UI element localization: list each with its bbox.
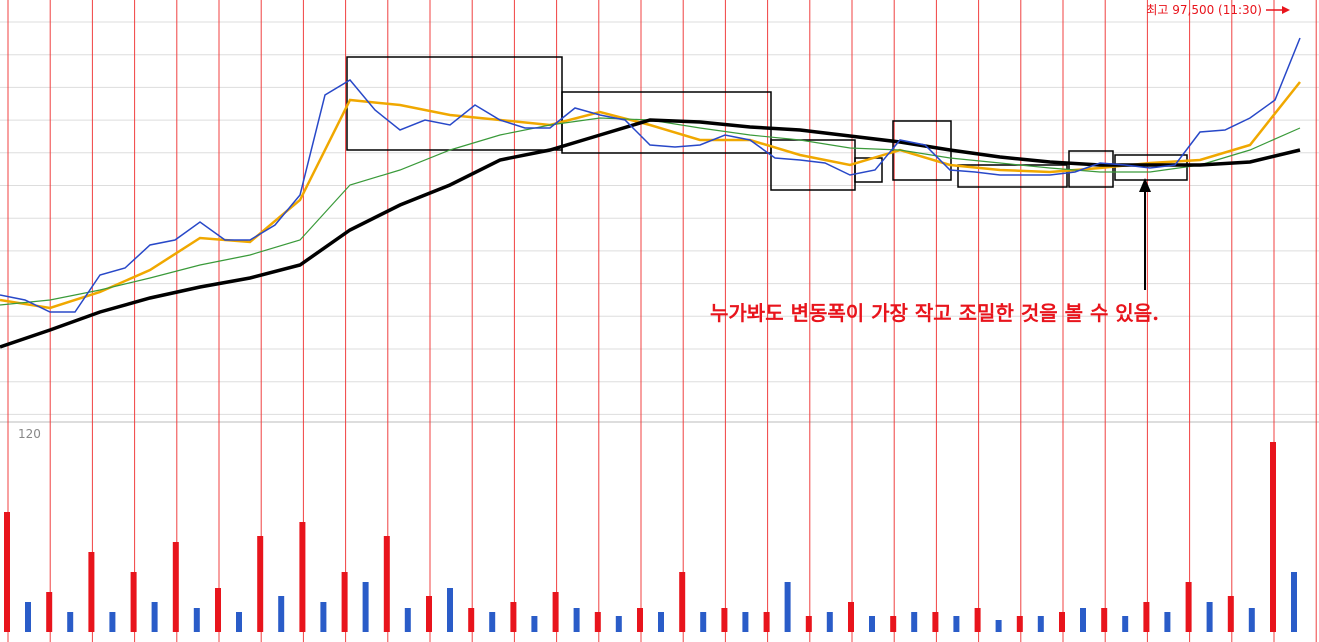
volume-bar (447, 588, 453, 632)
volume-bar (1143, 602, 1150, 632)
volume-bar (299, 522, 306, 632)
volume-bar (1206, 602, 1213, 632)
volume-bar (109, 612, 116, 632)
volume-bar (890, 616, 897, 632)
volume-bar (1037, 616, 1044, 632)
arrow-head (1139, 178, 1151, 192)
volume-bar (615, 616, 622, 632)
volume-bar (278, 596, 285, 632)
box (770, 139, 856, 191)
volume-bar (1016, 616, 1023, 632)
volume-bar (4, 512, 10, 632)
volume-bar (1185, 582, 1192, 632)
volume-bar (594, 612, 601, 632)
high-arrow-head (1282, 6, 1290, 14)
volume-bar (88, 552, 95, 632)
volume-bar (573, 608, 580, 632)
volume-bar (552, 592, 559, 632)
volume-bar (1227, 596, 1234, 632)
high-label: 최고 97,500 (11:30) (1146, 3, 1262, 17)
volume-bar (257, 536, 264, 632)
volume-label: 120 (18, 427, 41, 441)
volume-bar (763, 612, 770, 632)
volume-bar (932, 612, 939, 632)
volume-bar (1101, 608, 1108, 632)
annotation: 누가봐도 변동폭이 가장 작고 조밀한 것을 볼 수 있음. (710, 301, 1159, 325)
volume-bar (1164, 612, 1171, 632)
volume-bar (426, 596, 432, 632)
volume-bar (953, 616, 960, 632)
volume-bar (658, 612, 664, 632)
volume-bar (848, 602, 854, 632)
volume-bar (869, 616, 875, 632)
volume-bar (1080, 608, 1086, 632)
volume-bar (637, 608, 643, 632)
volume-bar (1291, 572, 1297, 632)
volume-bar (341, 572, 348, 632)
volume-bar (742, 612, 749, 632)
volume-bar (995, 620, 1002, 632)
volume-bar (172, 542, 179, 632)
volume-bar (236, 612, 242, 632)
box (957, 164, 1068, 188)
volume-bar (362, 582, 369, 632)
volume-bar (320, 602, 327, 632)
volume-bar (383, 536, 390, 632)
volume-bar (679, 572, 686, 632)
volume-bar (721, 608, 728, 632)
volume-bar (974, 608, 981, 632)
box (854, 157, 883, 183)
volume-bar (489, 612, 496, 632)
volume-bar (510, 602, 517, 632)
volume-bar (468, 608, 475, 632)
volume-bar (404, 608, 411, 632)
volume-bar (784, 582, 791, 632)
volume-bar (67, 612, 74, 632)
volume-bar (215, 588, 221, 632)
volume-bar (531, 616, 538, 632)
volume-bar (805, 616, 812, 632)
line (0, 118, 1301, 349)
volume-bar (700, 612, 707, 632)
line (0, 37, 1301, 313)
volume-bar (46, 592, 53, 632)
volume-bar (130, 572, 137, 632)
volume-bar (1059, 612, 1065, 632)
volume-bar (1248, 608, 1255, 632)
volume-bar (1122, 616, 1129, 632)
volume-bar (911, 612, 918, 632)
marks (0, 6, 1301, 632)
volume-bar (25, 602, 31, 632)
volume-bar (151, 602, 158, 632)
volume-bar (193, 608, 200, 632)
volume-bar (1270, 442, 1276, 632)
volume-bar (826, 612, 833, 632)
